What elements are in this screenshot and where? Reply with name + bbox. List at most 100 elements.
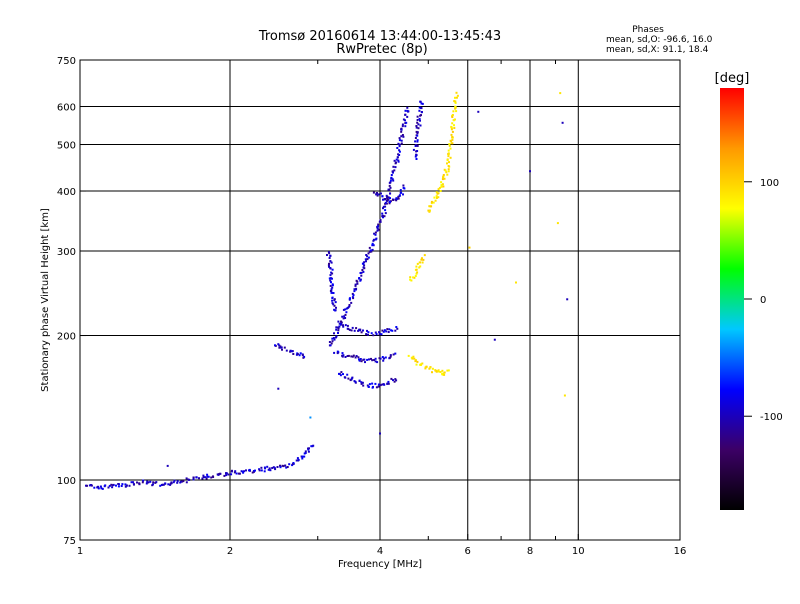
data-point [418, 106, 421, 109]
data-point [372, 334, 375, 337]
data-point [362, 262, 365, 265]
data-point [451, 114, 454, 116]
y-tick-label: 400 [57, 187, 76, 198]
data-point [152, 481, 155, 484]
data-point [446, 369, 449, 372]
axis-ticks: 1 2 4 6 8 10 16 75 100 200 300 400 500 600 750 [57, 56, 686, 557]
data-point [404, 109, 407, 112]
data-point [455, 96, 458, 99]
phases-o-mode: mean, sd,O: -96.6, 16.0 [606, 35, 713, 45]
data-point [414, 155, 417, 158]
data-point [366, 358, 369, 361]
data-point [348, 297, 351, 300]
data-point [276, 466, 279, 468]
data-point [279, 466, 282, 469]
data-point [330, 261, 333, 264]
data-point [394, 352, 397, 355]
data-point [450, 140, 453, 143]
data-point [117, 485, 120, 488]
data-point [223, 474, 226, 477]
data-point [393, 159, 396, 162]
data-point [350, 329, 353, 332]
y-tick-label: 750 [57, 56, 76, 67]
data-point [377, 223, 380, 226]
data-point [389, 197, 391, 200]
data-point [233, 471, 236, 474]
data-point [343, 315, 346, 318]
data-point [329, 274, 332, 277]
data-point [382, 357, 385, 360]
data-point [354, 284, 357, 287]
data-point [435, 191, 438, 194]
data-point [347, 377, 350, 380]
y-tick-label: 500 [57, 141, 76, 152]
data-point [290, 350, 293, 353]
data-point [279, 464, 281, 467]
data-point [384, 205, 387, 208]
data-point [286, 466, 289, 468]
data-point [258, 469, 261, 472]
data-point [358, 277, 361, 280]
data-point [353, 329, 356, 332]
data-point [384, 201, 387, 204]
data-point [328, 252, 331, 255]
data-point [386, 198, 389, 200]
data-point [393, 380, 396, 383]
data-point [303, 455, 306, 458]
data-point [400, 135, 403, 138]
data-point [360, 360, 363, 363]
data-point [415, 363, 418, 366]
data-point [374, 357, 377, 360]
data-point [392, 165, 395, 168]
data-point [453, 119, 455, 122]
y-tick-label: 600 [57, 103, 76, 114]
data-point [379, 384, 382, 387]
data-point [356, 282, 359, 285]
data-point [337, 332, 339, 334]
data-point [439, 371, 442, 373]
data-point [388, 328, 391, 331]
data-point [375, 193, 378, 196]
data-point [342, 324, 344, 327]
data-point [358, 359, 361, 362]
data-point [289, 349, 292, 352]
data-point [205, 477, 208, 480]
data-point [354, 356, 357, 359]
data-point [347, 354, 350, 357]
data-point [416, 115, 419, 118]
data-point [440, 181, 443, 184]
data-point [394, 166, 397, 169]
data-point [451, 116, 454, 118]
data-point [364, 258, 367, 261]
data-point [230, 473, 233, 476]
y-tick-label: 300 [57, 247, 76, 258]
data-point [377, 385, 380, 388]
data-point [454, 105, 457, 108]
data-point [409, 276, 412, 279]
data-point [439, 190, 442, 192]
data-point [449, 147, 452, 150]
data-point [341, 352, 344, 355]
data-point [167, 483, 170, 486]
data-point [418, 261, 421, 264]
data-point [331, 299, 334, 302]
data-point [388, 188, 391, 191]
phases-heading: Phases [632, 25, 664, 35]
data-point [339, 374, 342, 377]
data-point [333, 304, 336, 307]
data-point [379, 220, 382, 223]
data-point [367, 333, 369, 336]
data-point [97, 487, 100, 490]
data-point [355, 327, 358, 330]
data-point [365, 254, 368, 256]
data-point [440, 185, 443, 188]
x-tick-label: 1 [77, 546, 83, 557]
x-tick-label: 8 [527, 546, 533, 557]
data-point [416, 121, 419, 124]
data-point [379, 357, 382, 360]
data-point [355, 287, 358, 290]
data-point [400, 191, 403, 194]
data-point [449, 156, 452, 159]
data-point [348, 305, 351, 308]
